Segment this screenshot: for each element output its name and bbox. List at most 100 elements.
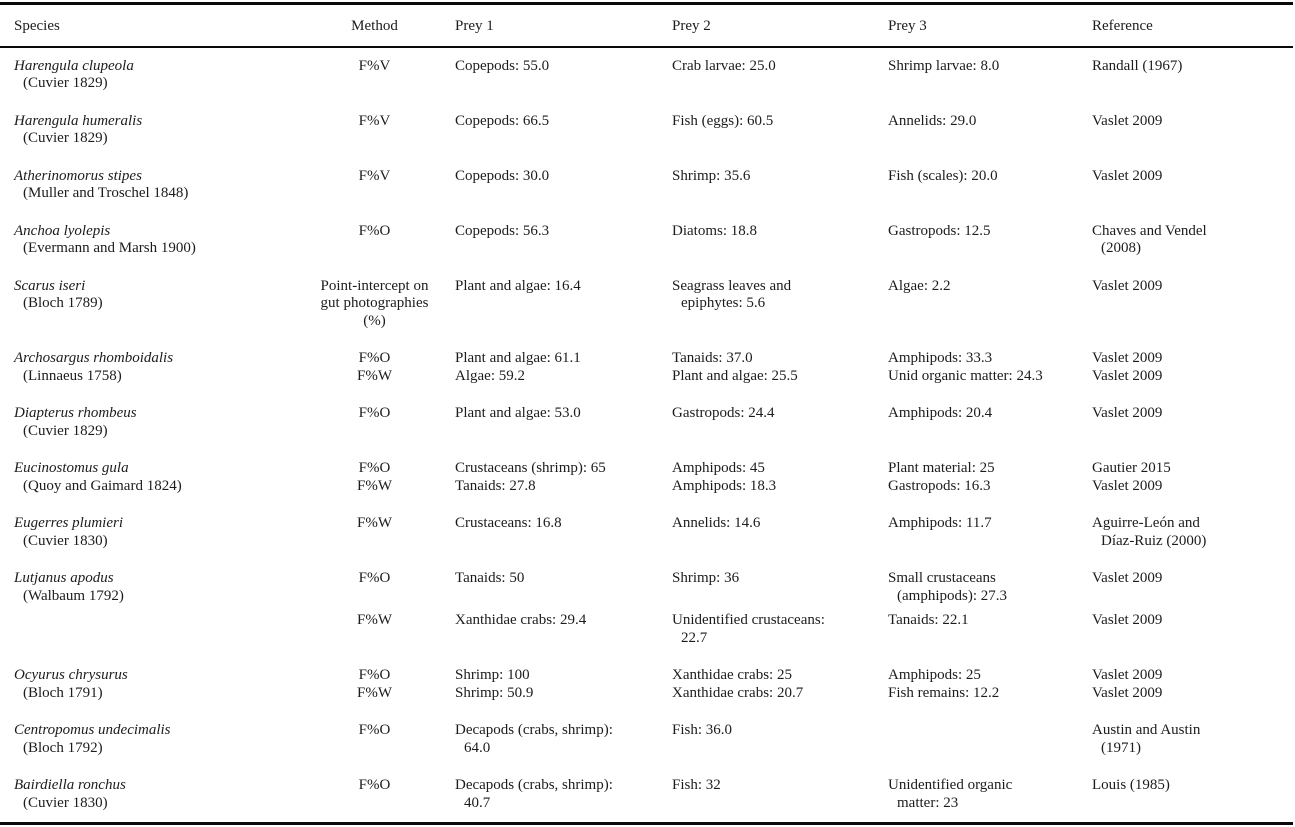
reference-cell: Vaslet 2009 [1087,609,1293,657]
reference-text-line: Aguirre-León and [1092,515,1200,531]
prey3-cell: Small crustaceans (amphipods): 27.3 [883,560,1087,609]
column-header-reference: Reference [1087,3,1293,48]
species-text-line: Harengula clupeola [14,57,134,74]
prey3-text-line: Amphipods: 11.7 [888,515,992,531]
prey1-cell: Crustaceans (shrimp): 65 Tanaids: 27.8 [450,450,667,505]
prey1-text-line: Shrimp: 50.9 [455,684,534,701]
prey3-cell: Plant material: 25 Gastropods: 16.3 [883,450,1087,505]
reference-text-line: Vaslet 2009 [1092,405,1163,421]
prey3-text-line: Amphipods: 25 [888,667,981,683]
method-cell: F%V [300,47,450,103]
prey2-text-line: Unidentified crustaceans: [672,612,825,628]
reference-text-line: Vaslet 2009 [1092,277,1163,294]
prey2-cell: Tanaids: 37.0 Plant and algae: 25.5 [667,340,883,395]
prey3-text-line: Amphipods: 20.4 [888,405,993,421]
prey2-text-line: Fish: 32 [672,777,721,793]
species-cell: Harengula humeralis (Cuvier 1829) [0,103,300,158]
reference-text-line: Vaslet 2009 [1092,667,1163,683]
prey3-text-line: Fish remains: 12.2 [888,684,1000,701]
prey1-text-line: 40.7 [464,794,491,811]
method-text-line: F%W [357,515,392,531]
reference-text-line: Díaz-Ruiz (2000) [1101,532,1207,549]
prey1-text-line: Crustaceans (shrimp): 65 [455,460,606,476]
species-cell: Scarus iseri (Bloch 1789) [0,268,300,341]
method-cell: F%O F%W [300,450,450,505]
prey3-text-line: Unidentified organic [888,777,1013,793]
reference-text-line: Vaslet 2009 [1092,477,1163,494]
table-row: Archosargus rhomboidalis (Linnaeus 1758) F… [0,340,1293,395]
prey2-text-line: Diatoms: 18.8 [672,222,757,239]
column-header-method: Method [300,3,450,48]
prey1-text-line: Xanthidae crabs: 29.4 [455,612,587,628]
reference-text-line: Louis (1985) [1092,777,1170,793]
table-row: Lutjanus apodus (Walbaum 1792) F%O Tanaids:… [0,560,1293,609]
species-text-line: (Evermann and Marsh 1900) [23,240,196,256]
method-cell: F%V [300,158,450,213]
reference-text-line: Austin and Austin [1092,722,1201,738]
table-row: Diapterus rhombeus (Cuvier 1829) F%O Plant … [0,395,1293,450]
prey2-cell: Xanthidae crabs: 25 Xanthidae crabs: 20.7 [667,657,883,712]
column-header-species: Species [0,3,300,48]
species-text-line: (Bloch 1789) [23,295,103,311]
reference-cell: Randall (1967) [1087,47,1293,103]
prey1-text-line: Crustaceans: 16.8 [455,515,562,531]
method-cell: F%W [300,609,450,657]
prey1-text-line: Plant and algae: 61.1 [455,350,581,366]
table-header-row: Species Method Prey 1 Prey 2 Prey 3 Refe… [0,3,1293,48]
method-cell: F%O [300,395,450,450]
prey1-text-line: Algae: 59.2 [455,367,525,384]
species-text-line: (Linnaeus 1758) [23,367,122,384]
species-text-line: (Bloch 1792) [23,739,103,756]
table-row: Bairdiella ronchus (Cuvier 1830) F%O Decapo… [0,767,1293,824]
prey2-cell: Annelids: 14.6 [667,505,883,560]
prey1-text-line: Tanaids: 27.8 [455,477,536,494]
species-text-line: (Cuvier 1830) [23,794,108,811]
method-cell: F%O F%W [300,657,450,712]
species-cell: Harengula clupeola (Cuvier 1829) [0,47,300,103]
method-text-line: F%O [358,777,391,793]
method-text-line: (%) [363,312,386,329]
table-row: Eucinostomus gula (Quoy and Gaimard 1824)… [0,450,1293,505]
prey1-cell: Xanthidae crabs: 29.4 [450,609,667,657]
prey3-text-line: Gastropods: 12.5 [888,222,991,239]
prey1-cell: Copepods: 55.0 [450,47,667,103]
table-body: Harengula clupeola (Cuvier 1829) F%V Copepo… [0,47,1293,824]
prey1-cell: Plant and algae: 16.4 [450,268,667,341]
method-text-line: F%O [358,405,391,421]
prey3-text-line: Fish (scales): 20.0 [888,167,998,184]
prey2-text-line: Amphipods: 18.3 [672,477,777,494]
prey2-cell: Amphipods: 45 Amphipods: 18.3 [667,450,883,505]
prey1-cell: Plant and algae: 61.1 Algae: 59.2 [450,340,667,395]
species-cell: Centropomus undecimalis (Bloch 1792) [0,712,300,767]
reference-text-line: Vaslet 2009 [1092,167,1163,184]
prey1-cell: Copepods: 56.3 [450,213,667,268]
species-text-line: Diapterus rhombeus [14,405,137,421]
species-text-line: (Bloch 1791) [23,684,103,701]
species-cell [0,609,300,657]
species-cell: Ocyurus chrysurus (Bloch 1791) [0,657,300,712]
method-text-line: F%O [358,350,391,366]
method-text-line: F%W [357,367,392,384]
species-cell: Bairdiella ronchus (Cuvier 1830) [0,767,300,824]
prey3-text-line: (amphipods): 27.3 [897,587,1007,604]
prey3-cell: Annelids: 29.0 [883,103,1087,158]
reference-cell: Louis (1985) [1087,767,1293,824]
prey2-text-line: Fish (eggs): 60.5 [672,112,774,129]
prey1-cell: Decapods (crabs, shrimp): 64.0 [450,712,667,767]
table-row: Harengula clupeola (Cuvier 1829) F%V Copepo… [0,47,1293,103]
method-text-line: F%O [358,570,391,586]
method-cell: F%O F%W [300,340,450,395]
prey3-cell: Fish (scales): 20.0 [883,158,1087,213]
column-header-prey1: Prey 1 [450,3,667,48]
reference-text-line: Vaslet 2009 [1092,112,1163,129]
prey2-cell: Unidentified crustaceans: 22.7 [667,609,883,657]
method-cell: F%W [300,505,450,560]
prey1-text-line: Shrimp: 100 [455,667,530,683]
reference-cell: Vaslet 2009 [1087,103,1293,158]
method-text-line: F%V [358,112,391,129]
method-text-line: Point-intercept on [320,277,429,294]
method-text-line: F%W [357,612,392,628]
species-cell: Lutjanus apodus (Walbaum 1792) [0,560,300,609]
reference-text-line: (2008) [1101,240,1141,256]
prey2-text-line: Tanaids: 37.0 [672,350,753,366]
